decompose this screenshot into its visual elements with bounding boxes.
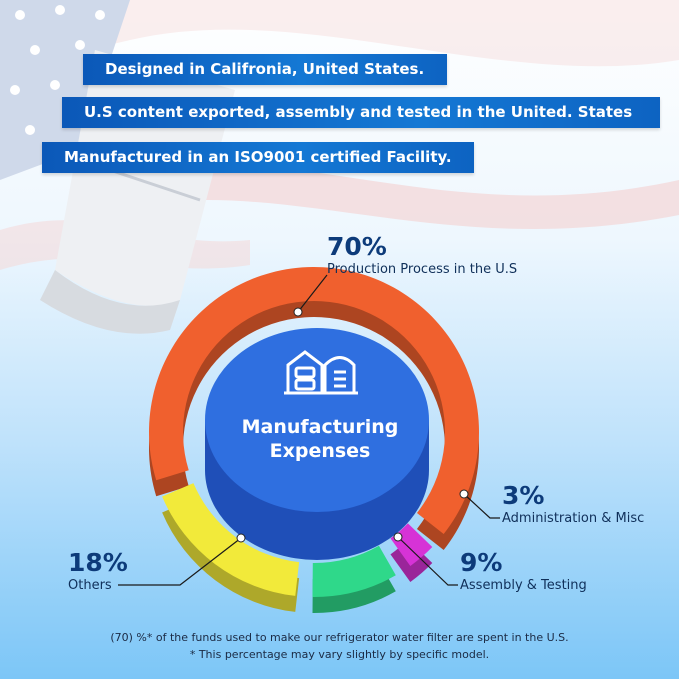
leader-production xyxy=(297,274,328,313)
banner-us-content: U.S content exported, assembly and teste… xyxy=(62,97,660,128)
center-cylinder xyxy=(205,328,429,560)
segment-others xyxy=(162,483,300,596)
center-title-line2: Expenses xyxy=(270,440,371,462)
banner-iso9001: Manufactured in an ISO9001 certified Fac… xyxy=(42,142,474,173)
segment-production-process-in-the-u-s xyxy=(149,267,480,535)
dot-others xyxy=(236,533,246,543)
dot-admin xyxy=(459,489,469,499)
label-production: Production Process in the U.S xyxy=(327,262,518,277)
banner-designed: Designed in Califronia, United States. xyxy=(83,54,447,85)
segment-assembly-testing xyxy=(312,545,396,598)
footnote-line1: (70) %* of the funds used to make our re… xyxy=(110,631,569,644)
dot-production xyxy=(293,307,303,317)
label-assembly: Assembly & Testing xyxy=(460,578,587,593)
leader-others xyxy=(118,537,242,586)
dot-assembly xyxy=(393,532,403,542)
footnote-line2: * This percentage may vary slightly by s… xyxy=(189,648,490,661)
pct-assembly: 9% xyxy=(460,548,503,577)
label-admin: Administration & Misc xyxy=(502,511,645,526)
leader-admin xyxy=(463,493,500,519)
center-title-line1: Manufacturing xyxy=(242,416,399,438)
factory-building-icon xyxy=(284,350,358,395)
pct-production: 70% xyxy=(327,232,387,261)
pct-admin: 3% xyxy=(502,481,545,510)
pct-others: 18% xyxy=(68,548,128,577)
label-others: Others xyxy=(68,578,112,593)
leader-assembly xyxy=(397,536,458,586)
